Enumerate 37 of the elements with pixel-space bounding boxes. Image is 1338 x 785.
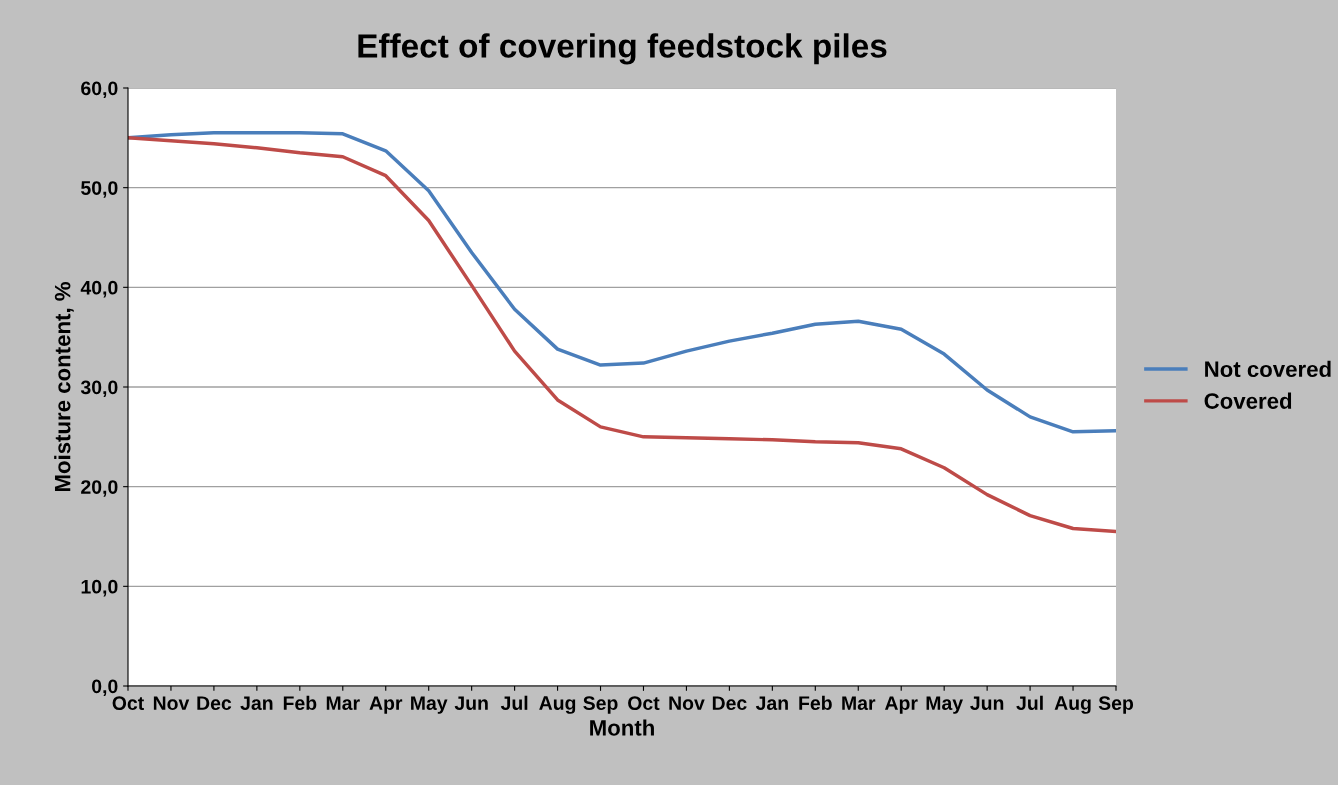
x-tick-label: Jun <box>970 696 1004 710</box>
x-tick-label: Oct <box>112 696 144 710</box>
x-axis-title: Month <box>590 719 654 736</box>
y-tick-label: 0,0 <box>92 679 118 697</box>
x-tick-label: May <box>926 696 963 714</box>
x-tick-label: Nov <box>153 696 190 710</box>
y-tick-label: 10,0 <box>81 579 118 597</box>
legend-label: Covered <box>1204 392 1292 409</box>
y-axis-title: Moisture content, % <box>54 282 74 492</box>
legend-label: Not covered <box>1205 360 1331 378</box>
x-tick-label: May <box>411 696 448 714</box>
x-tick-label: Jul <box>1016 695 1043 710</box>
x-tick-label: Oct <box>628 696 660 710</box>
x-tick-label: Mar <box>842 696 876 710</box>
x-tick-label: Jan <box>755 696 788 710</box>
x-tick-label: Feb <box>283 695 317 710</box>
x-tick-label: Jul <box>500 695 528 710</box>
y-tick-label: 50,0 <box>81 181 118 198</box>
x-tick-label: Apr <box>884 696 918 714</box>
x-tick-label: Dec <box>197 696 232 710</box>
x-tick-label: Aug <box>1054 696 1091 714</box>
y-tick-label: 40,0 <box>80 280 118 298</box>
x-tick-label: Mar <box>326 696 360 710</box>
line-series <box>128 136 1116 534</box>
x-tick-label: Sep <box>583 696 618 714</box>
chart-title: Effect of covering feedstock piles <box>358 33 887 65</box>
x-tick-label: Apr <box>369 696 403 714</box>
x-tick-label: Nov <box>669 696 705 710</box>
x-tick-label: Jun <box>454 696 488 710</box>
x-tick-label: Jan <box>240 696 273 710</box>
y-tick-label: 60,0 <box>81 81 118 99</box>
x-tick-label: Feb <box>799 695 832 710</box>
y-tick-label: 30,0 <box>80 380 118 398</box>
x-tick-label: Dec <box>712 696 747 710</box>
y-tick-label: 20,0 <box>81 480 118 497</box>
x-tick-label: Aug <box>539 696 576 714</box>
x-tick-label: Sep <box>1098 696 1134 714</box>
